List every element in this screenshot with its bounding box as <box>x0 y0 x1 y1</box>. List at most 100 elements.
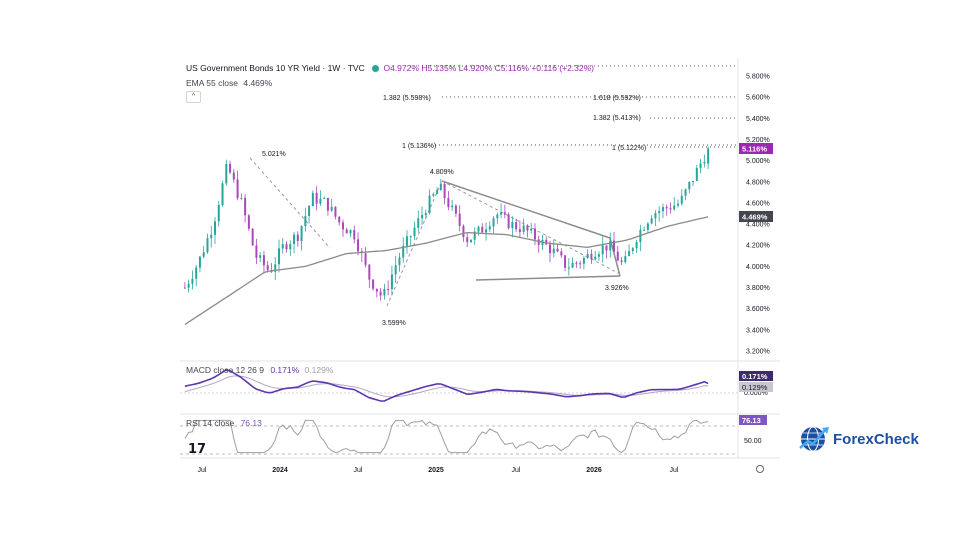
candle-body <box>432 193 435 196</box>
candle-body <box>507 214 510 229</box>
candle-body <box>451 205 454 208</box>
ema-label: EMA 55 close <box>186 78 238 88</box>
ema-legend[interactable]: EMA 55 close 4.469% <box>186 78 272 88</box>
last-price-badge-bg <box>739 143 773 154</box>
candle-body <box>496 214 499 219</box>
triangle-lower-line <box>475 275 621 281</box>
fib-label-1382-left: 1.382 (5.598%) <box>383 95 431 102</box>
last-price-badge: 5.116% <box>742 145 767 154</box>
candle-body <box>650 218 653 224</box>
candle-body <box>262 255 265 266</box>
candle-body <box>421 215 424 219</box>
candle-body <box>319 198 322 204</box>
fib-label-1-right: 1 (5.122%) <box>612 145 646 152</box>
fib-lines <box>410 65 738 148</box>
candle-body <box>300 226 303 242</box>
chart-frame: 1.382 (5.598%) 1.618 (5.592%) 1.382 (5.4… <box>180 58 780 478</box>
price-tick-label: 5.000% <box>746 158 770 165</box>
ohlc-close: C5.116% <box>494 63 529 73</box>
collapse-legend-button[interactable]: ^ <box>186 91 201 103</box>
macd-legend[interactable]: MACD close 12 26 9 0.171% 0.129% <box>186 365 333 375</box>
candle-body <box>198 256 201 268</box>
candle-body <box>266 265 269 271</box>
chart-svg[interactable]: 1.382 (5.598%) 1.618 (5.592%) 1.382 (5.4… <box>180 58 780 478</box>
candle-body <box>274 264 277 272</box>
chart-legend-header: US Government Bonds 10 YR Yield · 1W · T… <box>186 63 594 73</box>
rsi-badge-bg <box>739 415 767 425</box>
dashed-leg-2023 <box>249 157 331 249</box>
candle-body <box>684 189 687 196</box>
candle-body <box>567 267 570 269</box>
candle-body <box>195 267 198 279</box>
fib-label-1382-right: 1.382 (5.413%) <box>593 115 641 122</box>
time-tick-label: 2025 <box>428 467 444 474</box>
candle-body <box>477 226 480 232</box>
candle-body <box>375 288 378 292</box>
candle-body <box>530 228 533 231</box>
candle-body <box>594 256 597 260</box>
macd-zero-tick: 0.000% <box>744 390 768 397</box>
rsi-legend[interactable]: RSI 14 close 76.13 <box>186 418 262 428</box>
annotation-high-2025: 4.809% <box>430 169 454 176</box>
candle-body <box>503 212 506 215</box>
candle-body <box>349 230 352 234</box>
candle-body <box>311 192 314 207</box>
price-tick-label: 3.600% <box>746 306 770 313</box>
candle-body <box>582 257 585 264</box>
candle-body <box>394 265 397 275</box>
price-tick-label: 3.200% <box>746 349 770 356</box>
candle-body <box>323 197 326 199</box>
candle-body <box>473 231 476 240</box>
chevron-up-icon: ^ <box>191 93 196 100</box>
ema-price-badge: 4.469% <box>742 213 768 222</box>
candle-body <box>236 179 239 199</box>
candle-body <box>688 181 691 190</box>
ema-price-badge-bg <box>739 211 773 222</box>
candle-body <box>515 222 518 230</box>
candle-body <box>635 242 638 249</box>
globe-chart-icon <box>799 426 829 452</box>
tradingview-logo[interactable]: 17 <box>188 442 207 457</box>
candle-body <box>277 248 280 265</box>
candle-body <box>631 248 634 252</box>
candle-body <box>368 264 371 280</box>
price-tick-label: 4.200% <box>746 243 770 250</box>
price-tick-label: 4.800% <box>746 179 770 186</box>
candle-body <box>699 163 702 168</box>
price-tick-label: 5.600% <box>746 95 770 102</box>
candle-body <box>202 252 205 257</box>
candles-group <box>183 146 710 301</box>
fib-label-1618-right: 1.618 (5.592%) <box>593 95 641 102</box>
candle-body <box>692 180 695 182</box>
macd-value1: 0.171% <box>270 365 300 375</box>
candle-body <box>485 229 488 233</box>
triangle-right-line <box>609 237 621 277</box>
candle-body <box>436 190 439 194</box>
price-tick-label: 5.400% <box>746 116 770 123</box>
candle-body <box>338 216 341 223</box>
candle-body <box>560 251 563 256</box>
candle-body <box>293 234 296 245</box>
macd-value2: 0.129% <box>304 365 334 375</box>
price-tick-label: 5.800% <box>746 74 770 81</box>
forexcheck-logo[interactable]: ForexCheck <box>798 424 919 454</box>
price-scale[interactable]: 5.800% 5.600% 5.400% 5.200% 5.000% 4.800% 4.60… <box>746 74 770 356</box>
settings-icon[interactable] <box>756 465 764 473</box>
time-axis[interactable]: Jul 2024 Jul 2025 Jul 2026 Jul <box>198 467 679 474</box>
time-tick-label: Jul <box>198 467 207 474</box>
candle-body <box>244 197 247 216</box>
candle-body <box>285 244 288 250</box>
candle-body <box>353 230 356 240</box>
candle-body <box>402 245 405 258</box>
macd-badge2: 0.129% <box>742 383 768 392</box>
candle-body <box>330 206 333 211</box>
candle-body <box>564 255 567 268</box>
candle-body <box>187 283 190 288</box>
candle-body <box>616 251 619 261</box>
candle-body <box>341 222 344 230</box>
price-tick-label: 3.800% <box>746 285 770 292</box>
candle-body <box>669 208 672 210</box>
candle-body <box>454 205 457 214</box>
candle-body <box>620 260 623 263</box>
candle-body <box>221 183 224 206</box>
